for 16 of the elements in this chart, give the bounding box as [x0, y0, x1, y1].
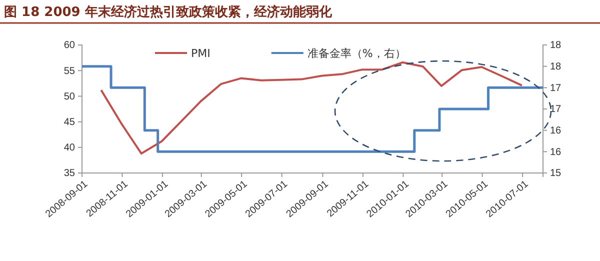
y-tick-label: 45: [64, 117, 76, 128]
y-tick-label: 35: [64, 168, 76, 180]
legend-label: PMI: [191, 47, 210, 60]
y-tick-label: 40: [64, 142, 76, 154]
y2-tick-label: 15: [550, 168, 562, 180]
y2-tick-label: 16: [550, 146, 562, 158]
y2-tick-label: 16: [550, 126, 562, 137]
y2-tick-label: 17: [550, 82, 562, 94]
y-tick-label: 60: [64, 40, 76, 52]
legend-label: 准备金率（%，右）: [307, 47, 406, 60]
y2-tick-label: 18: [550, 62, 562, 73]
y2-tick-label: 18: [550, 40, 562, 52]
chart-title: 图 18 2009 年末经济过热引致政策收紧，经济动能弱化: [4, 4, 333, 20]
y2-tick-label: 17: [550, 104, 562, 116]
y-tick-label: 55: [64, 66, 76, 77]
y-tick-label: 50: [64, 91, 76, 102]
